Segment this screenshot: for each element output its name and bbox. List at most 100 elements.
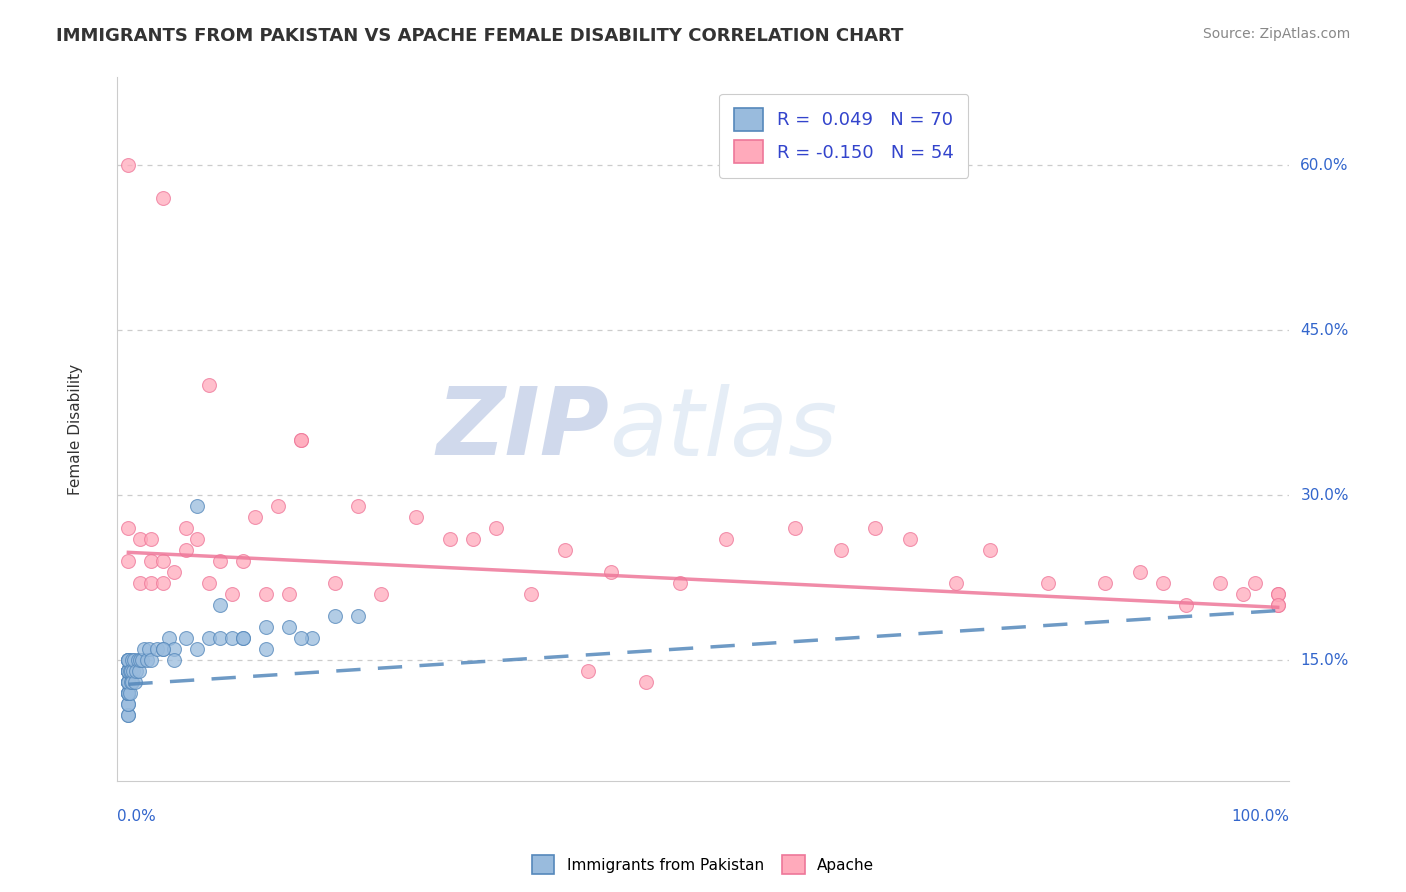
Point (174, 631, 197, 645)
Point (198, 378, 221, 392)
Point (118, 664, 141, 678)
Point (117, 664, 139, 678)
Point (125, 664, 148, 678)
Point (290, 631, 312, 645)
Point (152, 642, 174, 657)
Point (128, 576, 150, 591)
Point (830, 543, 852, 558)
Point (117, 653, 139, 667)
Point (463, 532, 485, 546)
Point (945, 576, 967, 591)
Point (290, 434, 312, 448)
Point (117, 675, 139, 690)
Point (152, 576, 174, 591)
Point (122, 664, 145, 678)
Point (117, 686, 139, 700)
Point (152, 642, 174, 657)
Point (121, 653, 143, 667)
Point (121, 675, 143, 690)
Point (117, 697, 139, 711)
Point (117, 675, 139, 690)
Point (1243, 576, 1265, 591)
Point (1267, 587, 1289, 601)
Point (146, 642, 169, 657)
Point (485, 521, 508, 535)
Point (1209, 576, 1232, 591)
Point (117, 675, 139, 690)
Point (117, 675, 139, 690)
Text: Source: ZipAtlas.com: Source: ZipAtlas.com (1202, 27, 1350, 41)
Point (254, 587, 277, 601)
Point (1267, 587, 1289, 601)
Point (1129, 565, 1152, 579)
Point (117, 708, 139, 723)
Point (519, 587, 541, 601)
Point (323, 609, 346, 624)
Point (243, 510, 266, 524)
Point (120, 664, 142, 678)
Point (135, 653, 157, 667)
Point (221, 631, 243, 645)
Point (117, 697, 139, 711)
Point (198, 576, 221, 591)
Legend: R =  0.049   N = 70, R = -0.150   N = 54: R = 0.049 N = 70, R = -0.150 N = 54 (720, 94, 969, 178)
Text: 100.0%: 100.0% (1232, 809, 1289, 824)
Point (186, 642, 208, 657)
Point (152, 191, 174, 205)
Point (141, 653, 163, 667)
Point (117, 664, 139, 678)
Point (1267, 598, 1289, 612)
Point (439, 532, 461, 546)
Point (405, 510, 427, 524)
Point (1267, 598, 1289, 612)
Point (254, 620, 277, 634)
Point (634, 675, 657, 690)
Point (370, 587, 392, 601)
Point (1232, 587, 1254, 601)
Point (141, 554, 163, 568)
Point (232, 631, 254, 645)
Point (128, 653, 150, 667)
Point (117, 664, 139, 678)
Point (117, 664, 139, 678)
Point (290, 434, 312, 448)
Point (117, 653, 139, 667)
Point (783, 521, 806, 535)
Point (141, 532, 163, 546)
Point (117, 554, 139, 568)
Point (117, 664, 139, 678)
Point (117, 158, 139, 172)
Point (669, 576, 692, 591)
Point (163, 653, 186, 667)
Point (118, 686, 141, 700)
Point (1094, 576, 1116, 591)
Text: ZIP: ZIP (436, 384, 609, 475)
Point (554, 543, 576, 558)
Point (714, 532, 737, 546)
Point (117, 521, 139, 535)
Text: 0.0%: 0.0% (117, 809, 156, 824)
Point (198, 631, 221, 645)
Point (600, 565, 623, 579)
Point (117, 675, 139, 690)
Text: atlas: atlas (609, 384, 838, 475)
Point (221, 587, 243, 601)
Point (117, 653, 139, 667)
Point (301, 631, 323, 645)
Point (117, 653, 139, 667)
Point (1174, 598, 1197, 612)
Point (323, 576, 346, 591)
Text: Female Disability: Female Disability (69, 364, 83, 495)
Point (174, 543, 197, 558)
Point (347, 609, 370, 624)
Point (117, 664, 139, 678)
Point (117, 653, 139, 667)
Point (117, 664, 139, 678)
Point (347, 499, 370, 513)
Point (1152, 576, 1174, 591)
Point (120, 675, 142, 690)
Point (128, 664, 150, 678)
Point (174, 521, 197, 535)
Point (979, 543, 1001, 558)
Point (186, 532, 208, 546)
